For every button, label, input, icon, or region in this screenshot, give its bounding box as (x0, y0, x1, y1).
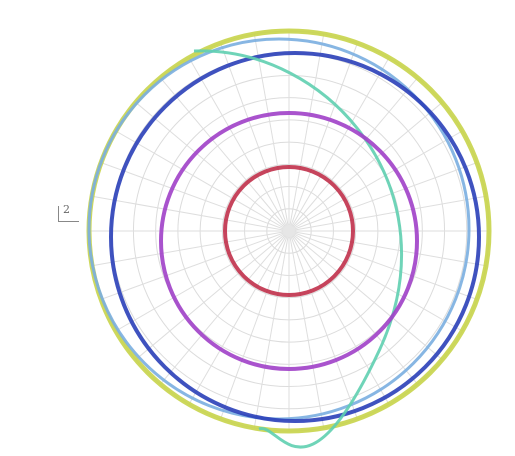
series-ring-6 (223, 165, 355, 297)
grid-spoke (288, 230, 358, 420)
grid-spoke (288, 102, 443, 232)
grid-spoke (91, 195, 290, 232)
grid-spoke (288, 162, 478, 232)
grid-spoke (288, 57, 390, 232)
grid-spoke (160, 77, 290, 232)
grid-spoke (288, 42, 358, 232)
grid-spoke (188, 230, 290, 405)
grid-spoke (288, 230, 478, 300)
grid-spoke (115, 130, 290, 232)
series-ring-3 (109, 51, 481, 423)
grid-spoke (288, 230, 463, 332)
series-group (86, 28, 492, 449)
grid-spoke (135, 230, 290, 360)
grid-spoke (288, 230, 325, 429)
grid-spoke (135, 102, 290, 232)
grid-spoke (288, 77, 418, 232)
grid-spoke (288, 195, 487, 232)
grid-spoke (288, 130, 463, 232)
grid-spoke (288, 230, 443, 360)
grid-spoke (288, 230, 418, 385)
grid-spoke (220, 230, 290, 420)
grid-spoke (160, 230, 290, 385)
grid-spoke (288, 230, 487, 267)
annotation-tick (58, 206, 59, 222)
grid-spoke (115, 230, 290, 332)
grid-spoke (100, 162, 290, 232)
grid-spoke (253, 33, 290, 232)
series-ring-5 (159, 111, 419, 371)
grid-spoke (253, 230, 290, 429)
grid-spoke (91, 230, 290, 267)
grid-spoke (288, 33, 325, 232)
grid-spoke (188, 57, 290, 232)
grid-spoke (100, 230, 290, 300)
center-hub (283, 225, 295, 237)
annotation-line (58, 221, 79, 222)
grid-spoke (288, 230, 390, 405)
annotation-label: 2 (63, 203, 70, 216)
grid-spoke (220, 42, 290, 232)
